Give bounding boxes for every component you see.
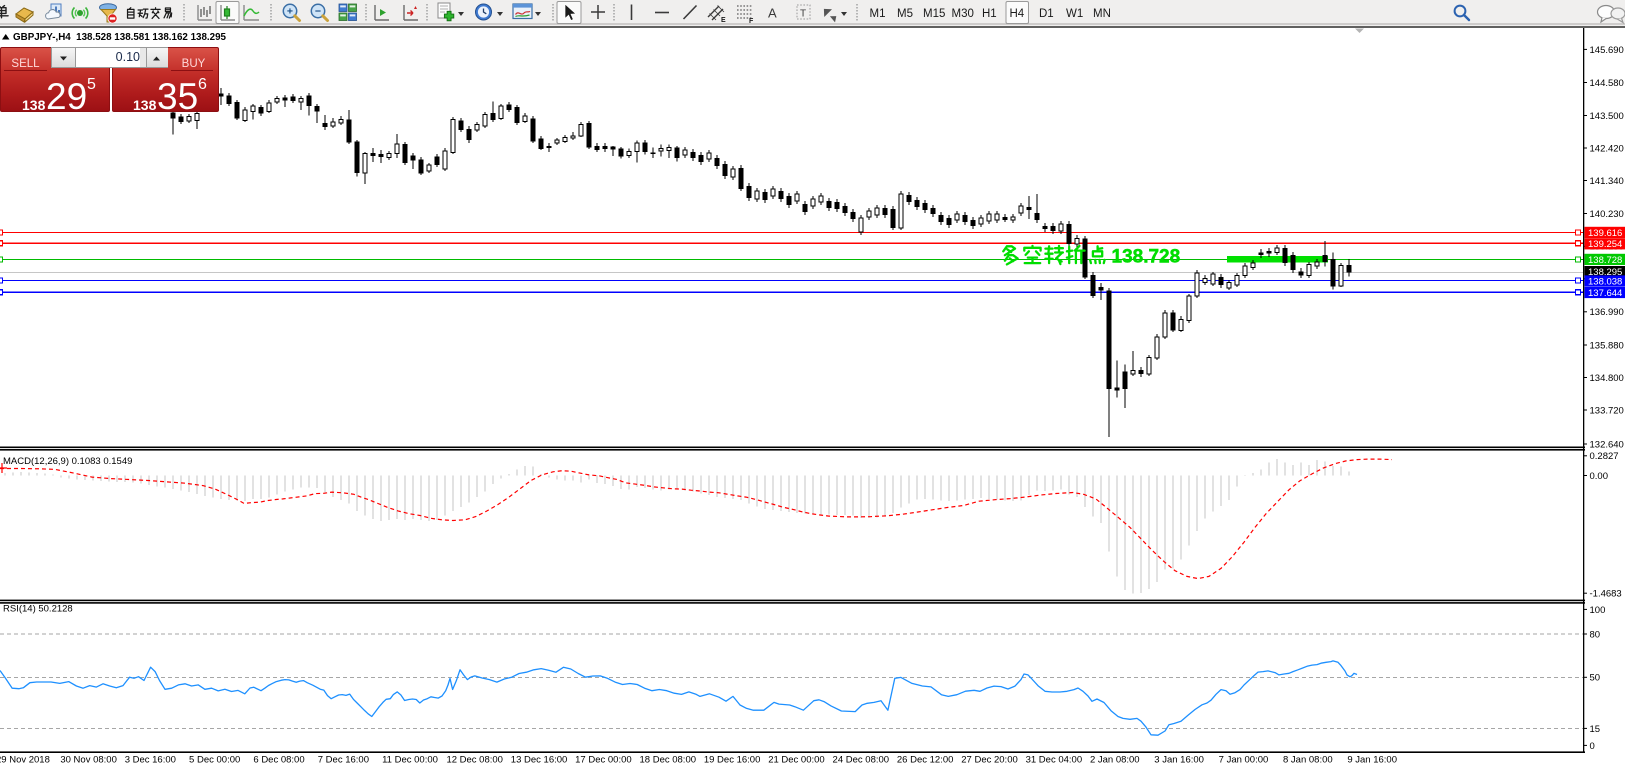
svg-text:M5: M5 xyxy=(897,8,913,20)
svg-text:139.254: 139.254 xyxy=(1588,239,1622,250)
svg-text:F: F xyxy=(749,18,754,25)
svg-text:80: 80 xyxy=(1590,629,1601,640)
svg-text:0.00: 0.00 xyxy=(1590,471,1609,482)
svg-text:29 Nov 2018: 29 Nov 2018 xyxy=(0,755,50,766)
svg-text:H1: H1 xyxy=(982,8,997,20)
svg-text:M15: M15 xyxy=(923,8,945,20)
svg-text:19 Dec 16:00: 19 Dec 16:00 xyxy=(704,755,761,766)
svg-text:RSI(14) 50.2128: RSI(14) 50.2128 xyxy=(3,604,73,615)
svg-text:3 Jan 16:00: 3 Jan 16:00 xyxy=(1154,755,1204,766)
svg-text:A: A xyxy=(768,6,777,21)
svg-text:GBPJPY-,H4 138.528 138.581 13: GBPJPY-,H4 138.528 138.581 138.162 138.2… xyxy=(13,32,227,43)
svg-text:7 Dec 16:00: 7 Dec 16:00 xyxy=(318,755,369,766)
svg-text:9 Jan 16:00: 9 Jan 16:00 xyxy=(1347,755,1397,766)
svg-text:137.644: 137.644 xyxy=(1588,288,1622,299)
svg-text:−: − xyxy=(315,5,321,17)
svg-text:T: T xyxy=(800,9,806,20)
svg-text:136.990: 136.990 xyxy=(1590,307,1624,318)
svg-text:30 Nov 08:00: 30 Nov 08:00 xyxy=(60,755,117,766)
svg-text:E: E xyxy=(721,17,726,24)
svg-text:138.728: 138.728 xyxy=(1588,255,1622,266)
svg-text:W1: W1 xyxy=(1066,8,1083,20)
svg-text:0.2827: 0.2827 xyxy=(1590,451,1619,462)
svg-text:18 Dec 08:00: 18 Dec 08:00 xyxy=(640,755,697,766)
svg-text:15: 15 xyxy=(1590,724,1601,735)
svg-text:138.728: 138.728 xyxy=(1112,247,1181,268)
svg-text:8 Jan 08:00: 8 Jan 08:00 xyxy=(1283,755,1333,766)
svg-text:26 Dec 12:00: 26 Dec 12:00 xyxy=(897,755,954,766)
svg-text:139.616: 139.616 xyxy=(1588,228,1622,239)
svg-text:133.720: 133.720 xyxy=(1590,405,1624,416)
svg-text:145.690: 145.690 xyxy=(1590,45,1624,56)
svg-text:7 Jan 00:00: 7 Jan 00:00 xyxy=(1219,755,1269,766)
svg-text:135.880: 135.880 xyxy=(1590,340,1624,351)
svg-text:31 Dec 04:00: 31 Dec 04:00 xyxy=(1026,755,1083,766)
svg-text:50: 50 xyxy=(1590,673,1601,684)
svg-text:13 Dec 16:00: 13 Dec 16:00 xyxy=(511,755,568,766)
svg-text:2 Jan 08:00: 2 Jan 08:00 xyxy=(1090,755,1140,766)
svg-text:140.230: 140.230 xyxy=(1590,209,1624,220)
svg-text:6 Dec 08:00: 6 Dec 08:00 xyxy=(253,755,304,766)
svg-text:141.340: 141.340 xyxy=(1590,176,1624,187)
svg-text:143.500: 143.500 xyxy=(1590,111,1624,122)
svg-text:3 Dec 16:00: 3 Dec 16:00 xyxy=(125,755,176,766)
svg-text:11 Dec 00:00: 11 Dec 00:00 xyxy=(382,755,438,766)
svg-text:138.038: 138.038 xyxy=(1588,276,1622,287)
svg-text:MACD(12,26,9) 0.1083 0.1549: MACD(12,26,9) 0.1083 0.1549 xyxy=(3,456,132,467)
svg-text:142.420: 142.420 xyxy=(1590,143,1624,154)
svg-text:-1.4683: -1.4683 xyxy=(1590,589,1622,600)
svg-text:24 Dec 08:00: 24 Dec 08:00 xyxy=(833,755,890,766)
svg-text:+: + xyxy=(287,5,293,17)
svg-text:0: 0 xyxy=(1590,741,1595,752)
svg-text:27 Dec 20:00: 27 Dec 20:00 xyxy=(961,755,1018,766)
svg-text:M1: M1 xyxy=(870,8,886,20)
svg-text:M30: M30 xyxy=(952,8,974,20)
svg-text:138.295: 138.295 xyxy=(1588,267,1622,278)
svg-text:134.800: 134.800 xyxy=(1590,373,1624,384)
svg-text:12 Dec 08:00: 12 Dec 08:00 xyxy=(446,755,503,766)
svg-text:100: 100 xyxy=(1590,605,1606,616)
svg-text:MN: MN xyxy=(1093,8,1111,20)
svg-text:17 Dec 00:00: 17 Dec 00:00 xyxy=(575,755,632,766)
svg-text:21 Dec 00:00: 21 Dec 00:00 xyxy=(768,755,825,766)
svg-text:D1: D1 xyxy=(1039,8,1054,20)
svg-text:132.640: 132.640 xyxy=(1590,439,1624,450)
svg-text:H4: H4 xyxy=(1010,8,1025,20)
svg-text:5 Dec 00:00: 5 Dec 00:00 xyxy=(189,755,240,766)
svg-text:144.580: 144.580 xyxy=(1590,78,1624,89)
